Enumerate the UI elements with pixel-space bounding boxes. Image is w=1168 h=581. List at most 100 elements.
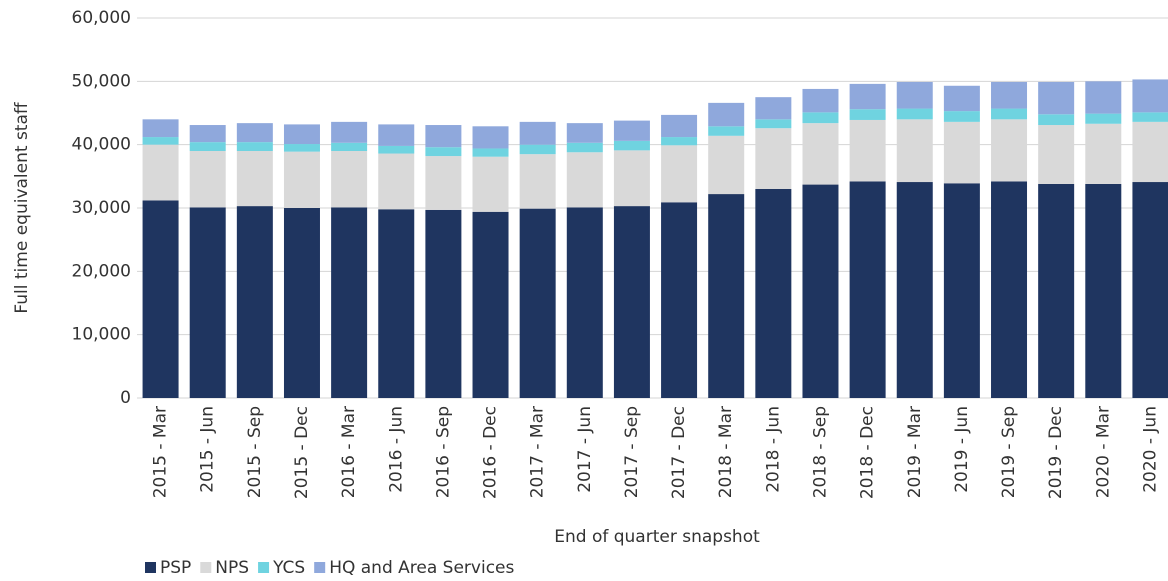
bar-segment [1038, 125, 1075, 184]
bar-segment [849, 83, 886, 110]
y-tick-label: 50,000 [72, 71, 131, 91]
x-tick-label: 2018 - Sep [810, 406, 830, 498]
x-tick-label: 2019 - Jun [952, 406, 972, 493]
bar-segment [991, 81, 1028, 109]
bar-segment [236, 142, 273, 151]
bar-segment [991, 108, 1028, 120]
x-tick-label: 2016 - Mar [339, 406, 359, 498]
bar-segment [189, 125, 226, 143]
bar-segment [472, 148, 509, 157]
y-axis-title: Full time equivalent staff [12, 101, 32, 313]
bar-segment [189, 151, 226, 208]
bar-segment [519, 154, 556, 209]
bar-segment [425, 209, 462, 398]
bar-segment [661, 114, 698, 138]
bar-segment [378, 153, 415, 210]
x-tick-label: 2020 - Jun [1140, 406, 1160, 493]
x-tick-label: 2019 - Sep [999, 406, 1019, 498]
bar-segment [1085, 183, 1122, 398]
bar-segment [708, 135, 745, 195]
bar-segment [991, 119, 1028, 182]
bar-segment [425, 125, 462, 148]
x-axis-title: End of quarter snapshot [554, 527, 760, 547]
bar-segment [425, 156, 462, 210]
bar-segment [519, 121, 556, 145]
bar-segment [283, 151, 320, 208]
x-tick-label: 2016 - Dec [481, 406, 501, 499]
bar-segment [755, 119, 792, 129]
x-tick-label: 2015 - Jun [198, 406, 218, 493]
x-tick-label: 2016 - Sep [433, 406, 453, 498]
y-tick-label: 60,000 [72, 8, 131, 28]
x-tick-label: 2017 - Mar [528, 406, 548, 498]
bar-segment [943, 85, 980, 112]
bar-segment [849, 119, 886, 182]
bar-segment [1132, 112, 1168, 122]
bar-segment [613, 140, 650, 151]
legend-label: HQ and Area Services [329, 558, 514, 578]
bar-segment [1132, 79, 1168, 113]
bar-segment [943, 111, 980, 122]
x-tick-label: 2017 - Dec [669, 406, 689, 499]
bar-segment [661, 145, 698, 203]
bar-segment [142, 119, 179, 138]
x-tick-label: 2019 - Mar [905, 406, 925, 498]
y-tick-label: 30,000 [72, 198, 131, 218]
bar-segment [566, 123, 603, 143]
bar-segment [519, 208, 556, 398]
bar-segment [189, 142, 226, 151]
bar-segment [1038, 81, 1075, 115]
x-tick-label: 2015 - Mar [151, 406, 171, 498]
bar-segment [142, 200, 179, 398]
x-tick-label: 2018 - Dec [858, 406, 878, 499]
bar-segment [661, 137, 698, 146]
bar-segment [802, 184, 839, 398]
bar-segment [943, 121, 980, 184]
bar-segment [519, 144, 556, 155]
bar-segment [1038, 183, 1075, 398]
y-tick-label: 0 [120, 388, 131, 408]
legend-swatch [145, 562, 156, 573]
bar-segment [849, 109, 886, 120]
bar-segment [1085, 81, 1122, 114]
bar-segment [566, 207, 603, 398]
bar-segment [331, 151, 368, 208]
bar-segment [331, 142, 368, 151]
legend-label: YCS [272, 558, 305, 578]
bar-segment [896, 81, 933, 109]
bar-segment [189, 207, 226, 398]
bar-segment [613, 206, 650, 398]
bar-segment [331, 207, 368, 398]
bar-segment [472, 156, 509, 212]
bar-segment [378, 124, 415, 146]
bar-segment [283, 144, 320, 152]
bar-segment [802, 112, 839, 124]
bar-segment [425, 147, 462, 157]
bar-segment [896, 182, 933, 398]
bar-segment [802, 123, 839, 185]
x-tick-label: 2019 - Dec [1046, 406, 1066, 499]
x-tick-label: 2016 - Jun [386, 406, 406, 493]
bar-segment [1132, 121, 1168, 183]
x-tick-label: 2015 - Dec [292, 406, 312, 499]
bar-segment [708, 126, 745, 136]
bar-segment [378, 209, 415, 398]
bar-segment [566, 142, 603, 153]
legend-swatch [258, 562, 270, 573]
legend-swatch [200, 562, 212, 573]
bar-segment [1085, 123, 1122, 184]
bar-segment [236, 151, 273, 207]
x-tick-label: 2017 - Sep [622, 406, 642, 498]
bar-segment [896, 119, 933, 183]
bar-segment [1038, 114, 1075, 126]
bar-segment [755, 97, 792, 120]
bar-segment [472, 211, 509, 398]
bar-segment [849, 181, 886, 398]
bar-segment [378, 145, 415, 154]
legend-label: NPS [215, 558, 249, 578]
bar-segment [802, 88, 839, 113]
bar-segment [661, 202, 698, 398]
y-tick-label: 10,000 [72, 325, 131, 345]
x-tick-label: 2018 - Jun [763, 406, 783, 493]
